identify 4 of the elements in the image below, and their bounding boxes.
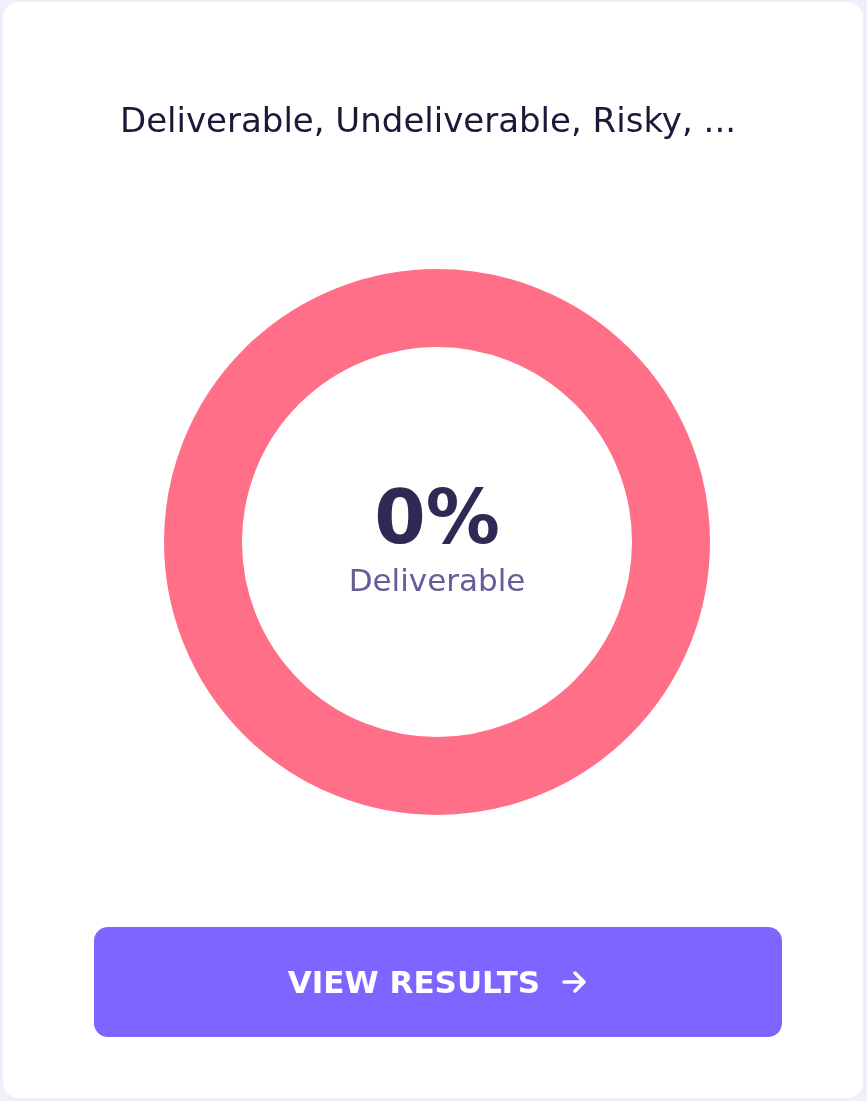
category-label: Deliverable — [348, 562, 526, 598]
chart-title: Deliverable, Undeliverable, Risky, ... — [118, 100, 738, 140]
text: 0% — [373, 473, 501, 562]
text: VIEW RESULTS — [287, 964, 541, 1000]
